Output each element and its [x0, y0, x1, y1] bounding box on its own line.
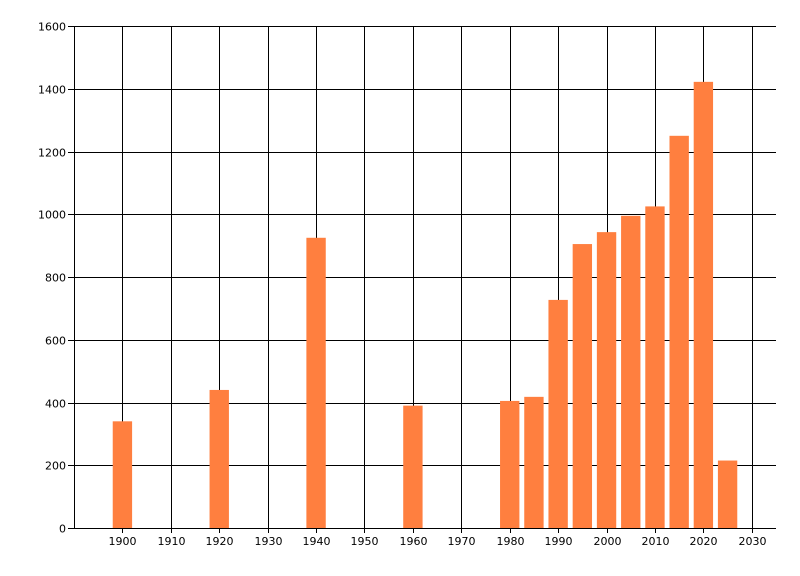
bar-1980: [500, 400, 520, 528]
x-tick-label-1960: 1960: [400, 535, 428, 548]
y-tick-label-1000: 1000: [38, 209, 66, 222]
x-tick-label-1930: 1930: [255, 535, 283, 548]
x-tick-label-1990: 1990: [545, 535, 573, 548]
y-tick-label-1400: 1400: [38, 84, 66, 97]
bar-2010: [645, 206, 665, 528]
bar-1985: [524, 396, 544, 528]
x-tick-label-1910: 1910: [158, 535, 186, 548]
y-tick-label-200: 200: [45, 460, 66, 473]
x-tick-label-1920: 1920: [206, 535, 234, 548]
y-tick-label-400: 400: [45, 398, 66, 411]
y-tick-label-800: 800: [45, 272, 66, 285]
bar-2015: [669, 135, 689, 528]
x-tick-label-2030: 2030: [739, 535, 767, 548]
x-tick-labels: 1900 1910 1920 1930 1940 1950 1960 1970 1980 1990…: [109, 535, 767, 548]
bar-2005: [621, 215, 641, 528]
bars: [112, 81, 738, 529]
y-tick-label-600: 600: [45, 335, 66, 348]
x-tick-label-2000: 2000: [594, 535, 622, 548]
bar-2025: [717, 460, 738, 528]
x-tick-label-2020: 2020: [690, 535, 718, 548]
bar-1990: [548, 299, 568, 528]
y-tick-label-0: 0: [59, 523, 66, 536]
x-tick-label-1940: 1940: [303, 535, 331, 548]
bar-1960: [403, 405, 423, 528]
x-tick-label-1970: 1970: [448, 535, 476, 548]
bar-1995: [572, 244, 593, 528]
x-tick-label-2010: 2010: [642, 535, 670, 548]
x-tick-label-1950: 1950: [351, 535, 379, 548]
y-tick-label-1200: 1200: [38, 147, 66, 160]
bar-2020: [693, 81, 714, 528]
bar-1920: [209, 389, 229, 528]
axes: [68, 26, 776, 533]
y-tick-label-1600: 1600: [38, 21, 66, 34]
x-tick-label-1900: 1900: [109, 535, 137, 548]
x-tick-label-1980: 1980: [497, 535, 525, 548]
bar-2000: [596, 232, 617, 529]
bar-1940: [306, 237, 326, 528]
bar-1900: [112, 421, 133, 528]
y-tick-labels: 0 200 400 600 800 1000 1200 1400 1600: [38, 21, 66, 536]
